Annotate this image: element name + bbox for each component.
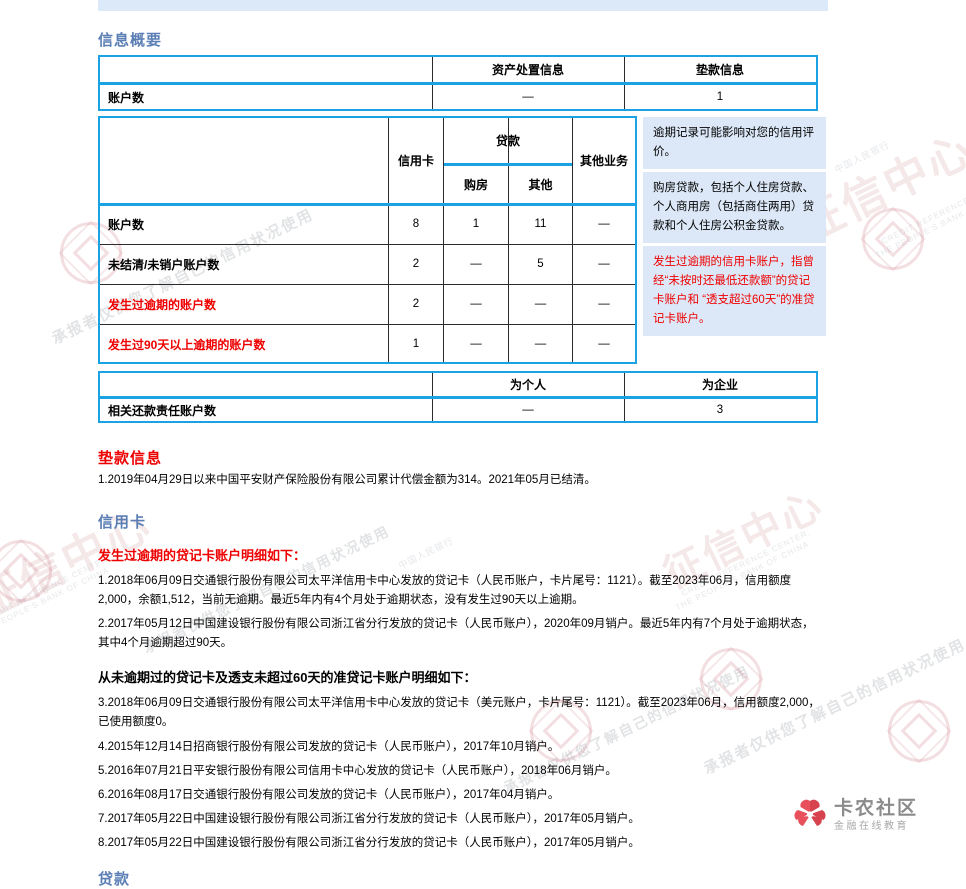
section-title-creditcard: 信用卡 xyxy=(98,514,147,531)
accounts-header-loan: 贷款 xyxy=(495,134,520,148)
accounts-row-label: 账户数 xyxy=(108,217,145,232)
accounts-row-value: — xyxy=(470,298,482,310)
watermark-bank-text: 中国人民银行 xyxy=(832,139,892,175)
accounts-row-value: 5 xyxy=(537,258,544,270)
note-overdue-card-definition: 发生过逾期的信用卡账户，指曾经“未按时还最低还款额”的贷记卡账户和 “透支超过6… xyxy=(643,246,826,336)
creditcard-normal-item: 7.2017年05月22日中国建设银行股份有限公司浙江省分行发放的贷记卡（人民币… xyxy=(98,813,640,825)
accounts-row-value: 8 xyxy=(412,218,420,230)
accounts-row-value: 1 xyxy=(472,218,480,230)
accounts-row-value: — xyxy=(598,258,610,270)
responsibility-row-enterprise-value: 3 xyxy=(716,404,724,416)
creditcard-normal-item: 6.2016年08月17日交通银行股份有限公司发放的贷记卡（人民币账户），201… xyxy=(98,789,560,801)
accounts-header-loan-other: 其他 xyxy=(528,178,553,192)
advance-item: 1.2019年04月29日以来中国平安财产保险股份有限公司累计代偿金额为314。… xyxy=(98,474,596,486)
creditcard-normal-item: 3.2018年06月09日交通银行股份有限公司太平洋信用卡中心发放的贷记卡（美元… xyxy=(98,697,820,728)
section-title-loan: 贷款 xyxy=(98,871,131,888)
watermark-en-text: CREDIT REFERENCE CENTER, xyxy=(0,553,113,625)
creditcard-normal-item: 4.2015年12月14日招商银行股份有限公司发放的贷记卡（人民币账户），201… xyxy=(98,741,560,753)
accounts-row-value: 2 xyxy=(412,258,420,270)
creditcard-overdue-item: 1.2018年06月09日交通银行股份有限公司太平洋信用卡中心发放的贷记卡（人民… xyxy=(98,575,792,606)
accounts-row-value: — xyxy=(470,258,482,270)
assets-row-label: 账户数 xyxy=(108,90,145,105)
accounts-row-value: 1 xyxy=(412,338,420,350)
accounts-header-credit-card: 信用卡 xyxy=(397,154,434,168)
side-notes-panel: 逾期记录可能影响对您的信用评价。 购房贷款，包括个人住房贷款、个人商用房（包括商… xyxy=(643,117,826,339)
note-house-loan-definition: 购房贷款，包括个人住房贷款、个人商用房（包括商住两用）贷款和个人住房公积金贷款。 xyxy=(643,172,826,243)
watermark-bank-text: 中国人民银行 xyxy=(396,535,456,571)
assets-header-blank xyxy=(100,57,430,82)
watermark-en-text: THE PEOPLE'S BANK OF CHINA xyxy=(874,187,966,261)
watermark-en-text: THE PEOPLE'S BANK OF CHINA xyxy=(0,565,111,638)
responsibility-row-label: 相关还款责任账户数 xyxy=(108,403,217,418)
credit-seal-watermark-icon xyxy=(862,208,924,270)
brand-name: 卡农社区 xyxy=(834,797,919,819)
brand-subtitle: 金融在线教育 xyxy=(834,820,909,832)
creditcard-normal-heading: 从未逾期过的贷记卡及透支未超过60天的准贷记卡账户明细如下： xyxy=(98,670,477,685)
accounts-row-value: — xyxy=(470,338,482,350)
accounts-row-value: — xyxy=(598,338,610,350)
creditcard-overdue-item: 2.2017年05月12日中国建设银行股份有限公司浙江省分行发放的贷记卡（人民币… xyxy=(98,618,814,649)
section-title-summary: 信息概要 xyxy=(98,32,163,49)
brand-text-block: 卡农社区 金融在线教育 xyxy=(834,799,918,832)
credit-seal-watermark-icon xyxy=(888,700,950,762)
accounts-row-value: — xyxy=(534,298,547,310)
assets-row-advance-value: 1 xyxy=(716,91,724,103)
note-overdue-impact: 逾期记录可能影响对您的信用评价。 xyxy=(643,117,826,169)
responsibility-row-personal-value: — xyxy=(522,404,534,416)
assets-row-disposal-value: — xyxy=(522,91,534,103)
accounts-row-value: 2 xyxy=(412,298,420,310)
top-accent-bar xyxy=(98,0,828,11)
accounts-row-label: 发生过90天以上逾期的账户数 xyxy=(108,337,266,352)
assets-header-disposal: 资产处置信息 xyxy=(491,63,564,77)
clover-logo-icon xyxy=(793,798,827,832)
assets-header-advance: 垫款信息 xyxy=(695,63,744,77)
accounts-row-value: — xyxy=(534,338,547,350)
responsibility-header-enterprise: 为企业 xyxy=(701,378,738,392)
responsibility-header-personal: 为个人 xyxy=(509,378,546,392)
accounts-header-loan-house: 购房 xyxy=(463,178,488,192)
accounts-row-value: — xyxy=(598,218,610,230)
creditcard-normal-item: 8.2017年05月22日中国建设银行股份有限公司浙江省分行发放的贷记卡（人民币… xyxy=(98,837,640,849)
accounts-header-other-business: 其他业务 xyxy=(579,154,628,168)
accounts-row-label: 未结清/未销户账户数 xyxy=(108,257,220,272)
section-title-advance: 垫款信息 xyxy=(98,450,163,467)
creditcard-overdue-heading: 发生过逾期的贷记卡账户明细如下： xyxy=(98,548,307,563)
brand-logo: 卡农社区 金融在线教育 xyxy=(793,792,961,838)
creditcard-normal-item: 5.2016年07月21日平安银行股份有限公司信用卡中心发放的贷记卡（人民币账户… xyxy=(98,765,617,777)
accounts-row-value: 11 xyxy=(534,218,547,230)
accounts-row-value: — xyxy=(598,298,610,310)
responsibility-header-blank xyxy=(100,373,430,396)
accounts-row-label: 发生过逾期的账户数 xyxy=(108,297,217,312)
credit-seal-watermark-icon xyxy=(0,540,52,602)
watermark-en-text: CREDIT REFERENCE CENTER, xyxy=(880,176,966,247)
